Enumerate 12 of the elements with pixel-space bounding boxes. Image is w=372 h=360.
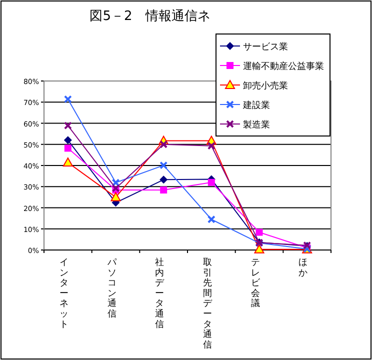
x-tick-label: インターネット <box>59 258 68 330</box>
x-tick-label: 社内データ通信 <box>155 257 166 330</box>
category-label: 取引先間データ通信 <box>202 258 212 350</box>
x-tick-label: パソコン通信 <box>106 258 118 320</box>
legend-label: サービス業 <box>243 42 288 52</box>
legend-label: 卸売小売業 <box>243 80 288 92</box>
legend-label: 製造業 <box>243 120 270 130</box>
chart-title: 図5－2 情報通信ネ <box>90 9 210 24</box>
x-tick-label: テレビ会議 <box>250 258 261 310</box>
legend-label: 建設業 <box>242 100 270 111</box>
legend-label: 運輸不動産公益事業 <box>243 61 324 72</box>
x-tick-label: ほか <box>298 258 308 278</box>
